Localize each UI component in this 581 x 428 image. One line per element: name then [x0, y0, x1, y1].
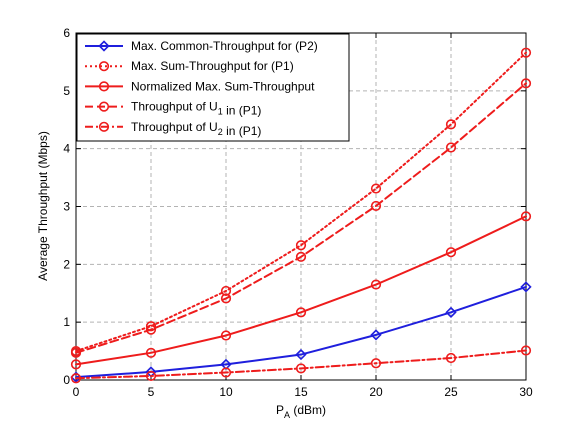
x-tick-label: 15 — [294, 385, 308, 399]
series-1-point — [370, 329, 382, 341]
legend-label: Max. Sum-Throughput for (P1) — [131, 59, 294, 73]
series-5-point — [220, 367, 232, 378]
series-4-point — [70, 347, 82, 358]
series-3-point — [445, 247, 457, 258]
series-4-point — [520, 78, 532, 89]
series-5-point — [520, 345, 532, 356]
legend-item: Max. Common-Throughput for (P2) — [85, 39, 318, 53]
series-3 — [70, 211, 532, 370]
series-1-point — [295, 348, 307, 361]
series-2-point — [220, 285, 232, 297]
legend-label-subscript: 2 — [218, 127, 223, 137]
legend-label-text: Normalized Max. Sum-Throughput — [131, 79, 315, 93]
series-4-point — [145, 324, 157, 335]
legend-box — [76, 33, 350, 142]
legend-label: Throughput of U2 in (P1) — [131, 120, 261, 138]
series-5-point — [370, 358, 382, 369]
y-tick-label: 2 — [63, 257, 70, 271]
legend-swatch-marker — [98, 81, 110, 92]
legend-swatch-marker — [98, 61, 110, 72]
series-5-line — [75, 349, 527, 380]
series-5-point — [70, 373, 82, 384]
series-5 — [70, 345, 532, 384]
series-2-point — [370, 183, 382, 194]
x-axis-label: PA (dBm) — [276, 403, 326, 420]
legend-label-text: Throughput of U — [131, 120, 218, 134]
y-tick-label: 4 — [63, 142, 70, 156]
legend-swatch-marker — [98, 121, 110, 132]
x-tick-label: 10 — [219, 385, 233, 399]
series-3-line — [75, 215, 527, 366]
legend-item: Normalized Max. Sum-Throughput — [85, 79, 315, 93]
series-group — [70, 47, 532, 384]
series-4-line — [75, 82, 527, 354]
legend-swatch-marker — [98, 101, 110, 112]
series-3-point — [295, 307, 307, 318]
legend-item: Throughput of U1 in (P1) — [85, 100, 261, 118]
y-axis-label: Average Throughput (Mbps) — [36, 131, 50, 281]
legend: Max. Common-Throughput for (P2) Max. Sum-… — [76, 33, 350, 142]
series-4-point — [370, 200, 382, 212]
axis-ticks: 0 5 10 15 20 25 30 0 1 2 3 4 5 6 — [63, 26, 533, 399]
series-2-point — [445, 119, 457, 130]
series-2-point — [295, 240, 307, 251]
series-1-point — [445, 306, 457, 318]
legend-label-subscript: 1 — [218, 107, 223, 117]
y-tick-label: 5 — [63, 84, 70, 98]
x-axis-label-subscript: A — [284, 410, 290, 420]
series-3-point — [370, 279, 382, 290]
series-4-point — [220, 293, 232, 304]
x-tick-label: 0 — [73, 385, 80, 399]
series-4-point — [445, 142, 457, 153]
legend-label-text: Throughput of U — [131, 100, 218, 114]
legend-label-text: in (P1) — [223, 104, 262, 118]
series-3-point — [70, 359, 82, 370]
y-tick-label: 3 — [63, 200, 70, 214]
legend-label-text: Max. Common-Throughput for (P2) — [131, 39, 318, 53]
series-2-point — [520, 47, 532, 58]
legend-label: Max. Common-Throughput for (P2) — [131, 39, 318, 53]
series-3-point — [520, 211, 532, 222]
y-tick-label: 6 — [63, 26, 70, 40]
series-1-point — [520, 281, 532, 293]
y-tick-label: 0 — [63, 373, 70, 387]
x-tick-label: 25 — [444, 385, 458, 399]
legend-item: Throughput of U2 in (P1) — [85, 120, 261, 138]
series-3-point — [220, 330, 232, 341]
series-5-point — [445, 352, 457, 364]
legend-label-text: in (P1) — [223, 124, 262, 138]
y-tick-label: 1 — [63, 315, 70, 329]
x-tick-label: 20 — [369, 385, 383, 399]
series-5-point — [145, 370, 157, 382]
legend-label: Throughput of U1 in (P1) — [131, 100, 261, 118]
series-4-point — [295, 251, 307, 262]
legend-item: Max. Sum-Throughput for (P1) — [85, 59, 294, 73]
series-3-point — [145, 347, 157, 358]
legend-label: Normalized Max. Sum-Throughput — [131, 79, 315, 93]
series-2-line — [75, 51, 527, 353]
series-5-point — [295, 363, 307, 374]
x-tick-label: 5 — [148, 385, 155, 399]
x-axis-label-unit: (dBm) — [290, 403, 326, 417]
x-axis-label-main: P — [276, 403, 284, 417]
legend-label-text: Max. Sum-Throughput for (P1) — [131, 59, 294, 73]
legend-swatch-marker — [98, 40, 110, 52]
series-4 — [70, 78, 532, 358]
x-tick-label: 30 — [519, 385, 533, 399]
series-2 — [70, 47, 532, 357]
